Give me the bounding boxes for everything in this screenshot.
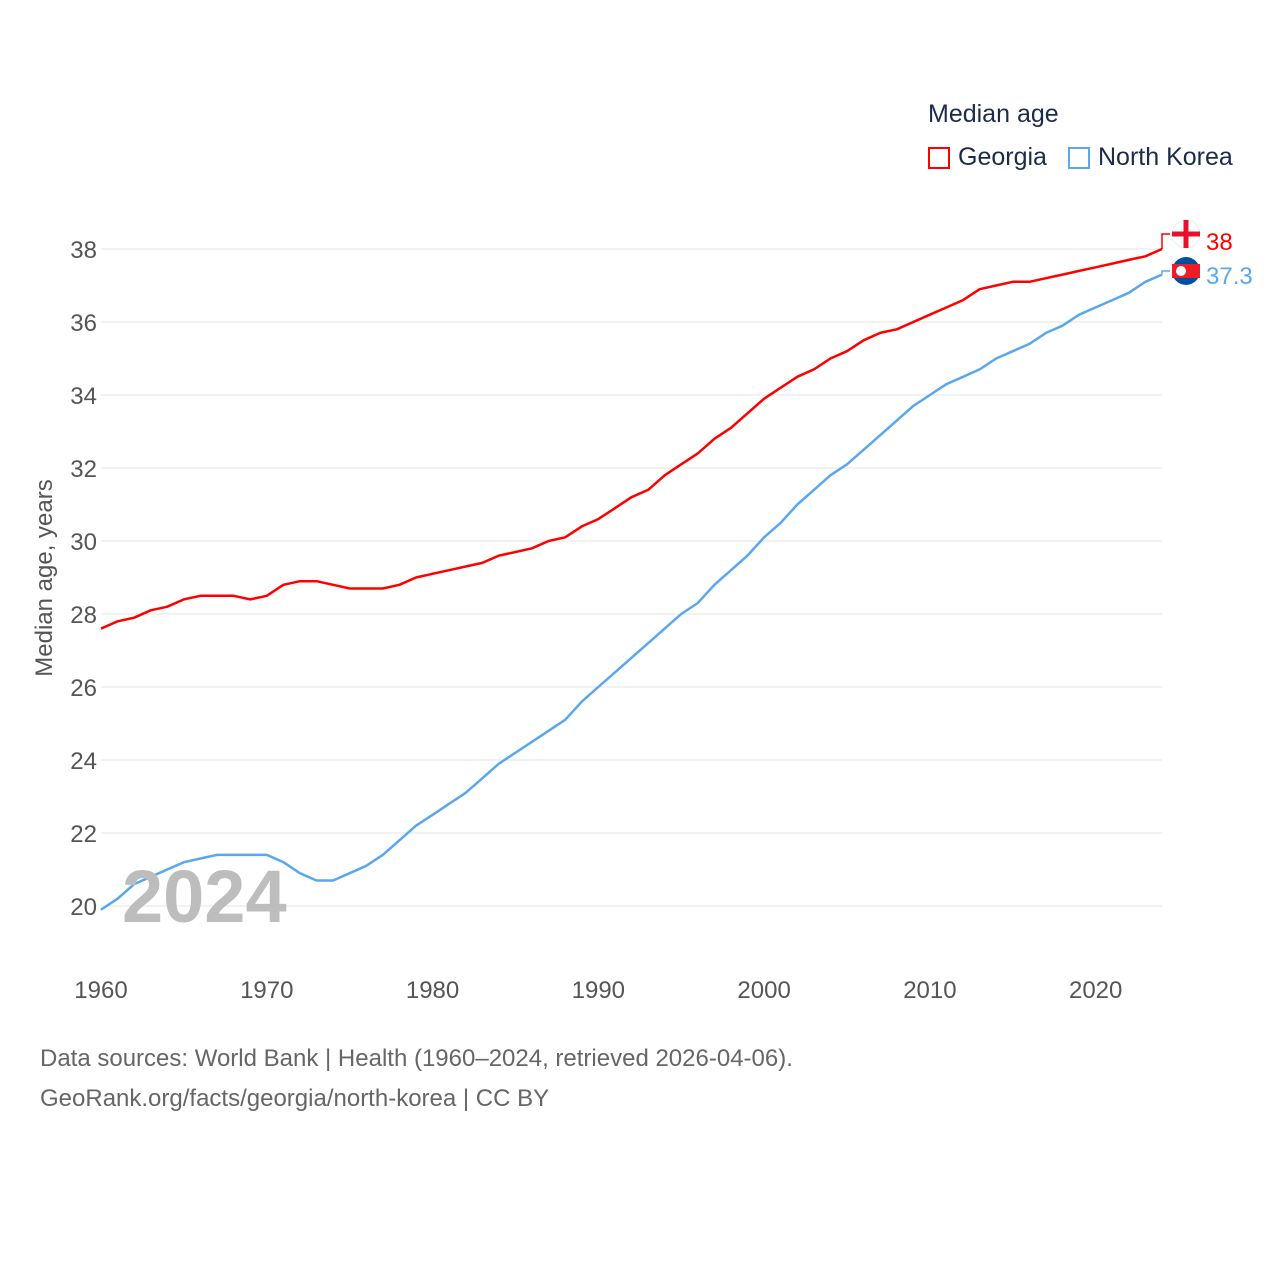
flag-cross [1183, 220, 1189, 248]
legend-item-georgia[interactable]: Georgia [928, 143, 1047, 172]
end-connector [1161, 270, 1170, 275]
end-value-label: 38 [1206, 229, 1233, 256]
y-tick-label: 26 [70, 675, 97, 702]
x-tick-label: 2010 [903, 977, 956, 1004]
y-tick-label: 38 [70, 237, 97, 264]
y-tick-label: 20 [70, 894, 97, 921]
y-tick-label: 32 [70, 456, 97, 483]
legend-title: Median age [928, 100, 1059, 128]
y-tick-label: 28 [70, 602, 97, 629]
end-value-label: 37.3 [1206, 263, 1253, 290]
series-line-north-korea [100, 273, 1163, 911]
series-line-georgia [100, 247, 1163, 630]
x-tick-label: 1990 [572, 977, 625, 1004]
legend-label: Georgia [958, 143, 1047, 171]
footer-sources: Data sources: World Bank | Health (1960–… [40, 1045, 793, 1072]
y-tick-label: 34 [70, 383, 97, 410]
footer-link[interactable]: GeoRank.org/facts/georgia/north-korea | … [40, 1085, 550, 1112]
north-korea-swatch [1068, 146, 1090, 169]
x-tick-label: 1980 [406, 977, 459, 1004]
y-tick-label: 36 [70, 310, 97, 337]
legend-item-north-korea[interactable]: North Korea [1068, 143, 1233, 172]
flag-disc [1176, 266, 1186, 276]
y-axis-label: Median age, years [31, 479, 58, 676]
end-connector [1161, 233, 1170, 249]
x-tick-label: 2000 [737, 977, 790, 1004]
y-tick-label: 30 [70, 529, 97, 556]
year-watermark: 2024 [122, 855, 287, 938]
y-tick-label: 22 [70, 821, 97, 848]
x-tick-label: 2020 [1069, 977, 1122, 1004]
y-tick-label: 24 [70, 748, 97, 775]
x-tick-label: 1960 [74, 977, 127, 1004]
x-tick-label: 1970 [240, 977, 293, 1004]
legend-label: North Korea [1098, 143, 1233, 171]
georgia-swatch [928, 146, 950, 169]
